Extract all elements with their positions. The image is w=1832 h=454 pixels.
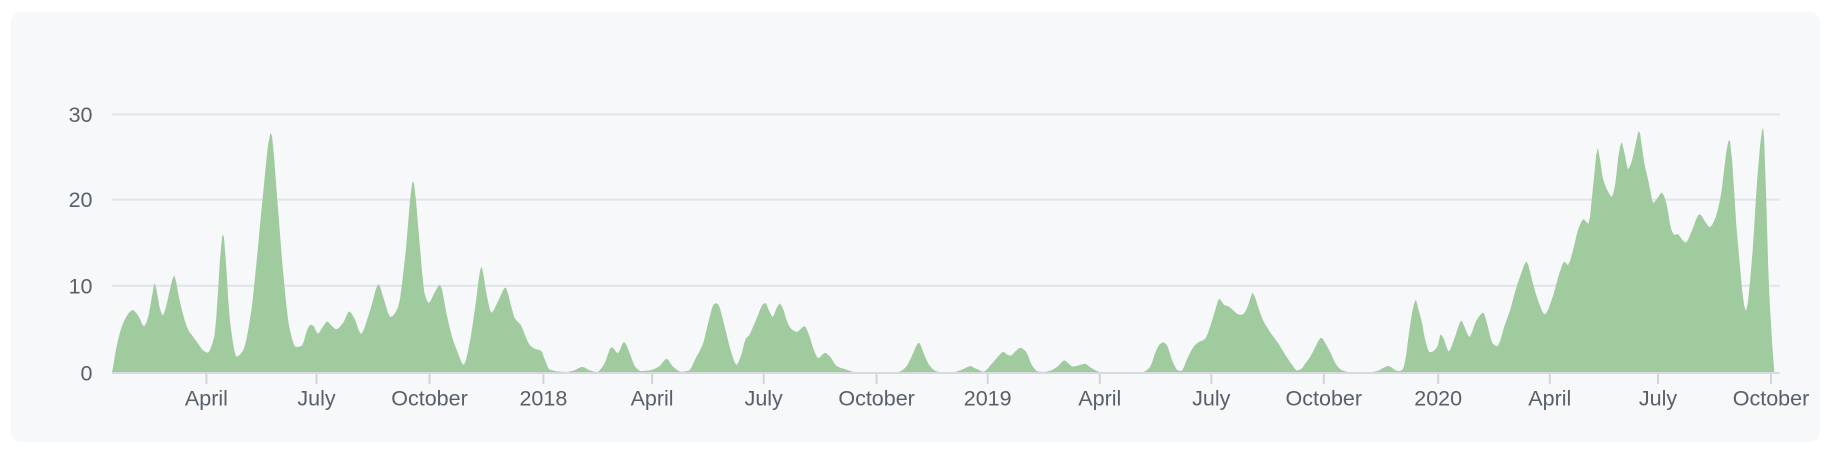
svg-text:April: April — [1528, 387, 1571, 411]
svg-text:October: October — [1286, 387, 1362, 411]
svg-text:July: July — [1192, 387, 1230, 411]
svg-text:2020: 2020 — [1414, 387, 1462, 411]
svg-text:April: April — [1078, 387, 1121, 411]
svg-text:July: July — [745, 387, 783, 411]
svg-text:July: July — [297, 387, 335, 411]
svg-text:April: April — [631, 387, 674, 411]
svg-text:October: October — [838, 387, 914, 411]
svg-text:10: 10 — [69, 274, 93, 298]
svg-text:October: October — [1733, 387, 1809, 411]
svg-text:April: April — [185, 387, 228, 411]
svg-text:2018: 2018 — [519, 387, 567, 411]
svg-text:October: October — [391, 387, 467, 411]
svg-text:2019: 2019 — [964, 387, 1012, 411]
svg-text:0: 0 — [81, 362, 93, 386]
svg-text:30: 30 — [69, 103, 93, 127]
svg-text:20: 20 — [69, 188, 93, 212]
svg-text:July: July — [1639, 387, 1677, 411]
